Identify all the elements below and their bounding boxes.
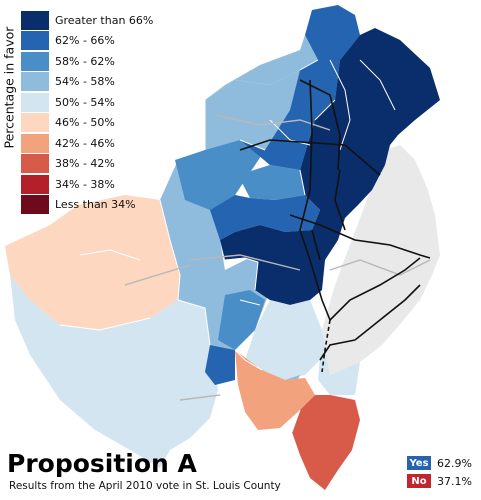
legend-item: 46% - 50% bbox=[21, 113, 181, 134]
legend-swatch bbox=[21, 113, 49, 133]
no-percentage: 37.1% bbox=[437, 474, 472, 488]
legend-title: Percentage in favor bbox=[1, 26, 17, 149]
page-title: Proposition A bbox=[7, 449, 197, 478]
west-county-region bbox=[5, 195, 180, 330]
legend-label: 34% - 38% bbox=[55, 177, 115, 191]
yes-badge: Yes bbox=[407, 456, 431, 470]
south-light-band bbox=[245, 300, 322, 380]
legend-item: 50% - 54% bbox=[21, 92, 181, 113]
mid-blue-region-b bbox=[218, 290, 265, 350]
legend-label: Less than 34% bbox=[55, 198, 136, 212]
legend-swatch bbox=[21, 72, 49, 92]
legend-swatch bbox=[21, 154, 49, 174]
red-region bbox=[292, 395, 360, 490]
legend-item: 58% - 62% bbox=[21, 51, 181, 72]
legend-item: Less than 34% bbox=[21, 195, 181, 216]
page-subtitle: Results from the April 2010 vote in St. … bbox=[9, 480, 281, 492]
legend-swatch bbox=[21, 174, 49, 194]
mid-blue-region-c bbox=[238, 165, 305, 200]
legend-swatch bbox=[21, 133, 49, 153]
legend-item: 42% - 46% bbox=[21, 133, 181, 154]
legend-label: Greater than 66% bbox=[55, 13, 154, 27]
mid-blue-region-a bbox=[175, 140, 265, 210]
legend-label: 42% - 46% bbox=[55, 136, 115, 150]
legend-item: 54% - 58% bbox=[21, 72, 181, 93]
legend-swatch bbox=[21, 31, 49, 51]
legend-swatch bbox=[21, 51, 49, 71]
darkest-blue-region bbox=[220, 28, 440, 305]
strong-blue-north bbox=[305, 5, 360, 60]
legend-swatch bbox=[21, 10, 49, 30]
legend-label: 62% - 66% bbox=[55, 34, 115, 48]
legend-label: 50% - 54% bbox=[55, 95, 115, 109]
no-badge: No bbox=[407, 474, 431, 488]
highways bbox=[239, 79, 431, 361]
legend-swatch bbox=[21, 195, 49, 215]
legend-label: 58% - 62% bbox=[55, 54, 115, 68]
legend-item: 62% - 66% bbox=[21, 31, 181, 52]
northwest-region bbox=[205, 35, 318, 100]
minor-roads bbox=[124, 114, 431, 401]
orange-region bbox=[235, 350, 315, 430]
result-yes: Yes 62.9% bbox=[407, 456, 472, 470]
legend-item: 34% - 38% bbox=[21, 174, 181, 195]
legend-item: Greater than 66% bbox=[21, 10, 181, 31]
city-border-dashed bbox=[321, 319, 331, 373]
southwest-region bbox=[10, 275, 218, 468]
strong-blue-region-b bbox=[210, 195, 320, 240]
legend-label: 38% - 42% bbox=[55, 157, 115, 171]
legend-label: 54% - 58% bbox=[55, 75, 115, 89]
st-louis-city-region bbox=[322, 145, 440, 375]
yes-percentage: 62.9% bbox=[437, 456, 472, 470]
south-light-band-east bbox=[318, 330, 360, 395]
result-no: No 37.1% bbox=[407, 474, 472, 488]
legend-item: 38% - 42% bbox=[21, 154, 181, 175]
legend: Greater than 66% 62% - 66% 58% - 62% 54%… bbox=[21, 10, 181, 215]
strong-blue-region-c bbox=[205, 345, 235, 385]
legend-swatch bbox=[21, 92, 49, 112]
legend-label: 46% - 50% bbox=[55, 116, 115, 130]
